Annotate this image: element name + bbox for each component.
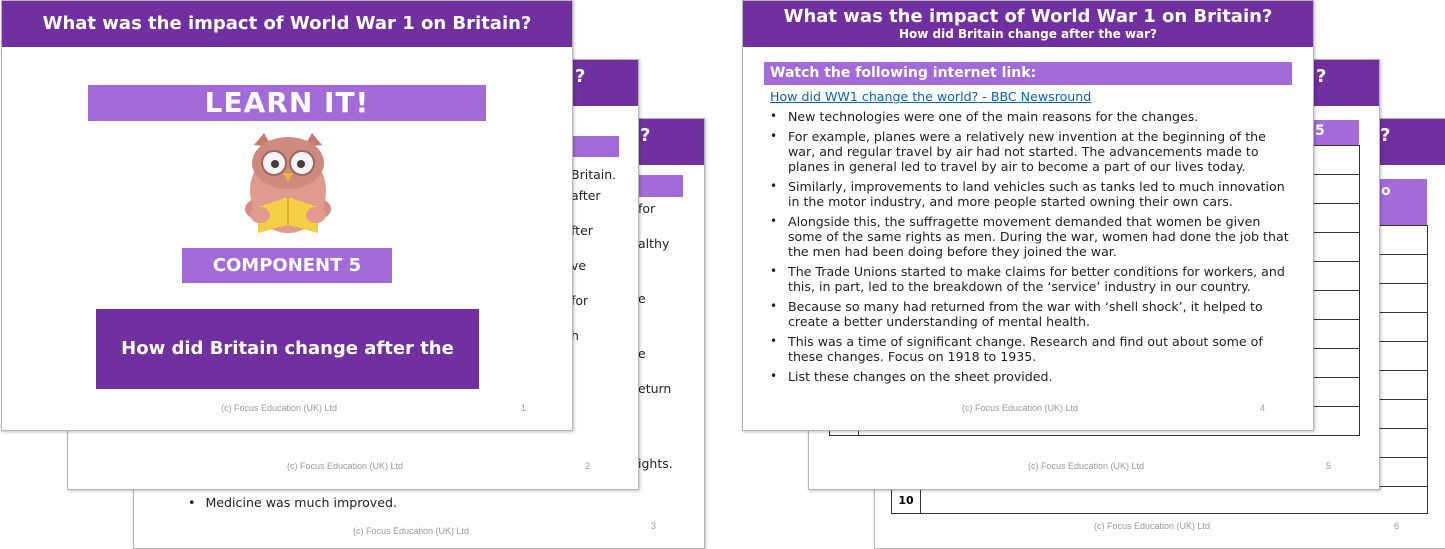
bbc-newsround-link[interactable]: How did WW1 change the world? - BBC News…	[770, 89, 1092, 104]
slide-2-footer: (c) Focus Education (UK) Ltd	[287, 461, 404, 471]
bullet-item: • For example, planes were a relatively n…	[766, 129, 1293, 174]
slide-4-section-heading-bar: Watch the following internet link:	[764, 62, 1292, 85]
bullet-text: List these changes on the sheet provided…	[788, 369, 1053, 384]
slide-3-text-fragment: althy	[638, 236, 670, 251]
bullet-dot: •	[770, 369, 778, 383]
component-badge: COMPONENT 5	[182, 248, 392, 283]
slide-6-table-header-fragment: o	[1381, 183, 1391, 199]
slide-4-footer: (c) Focus Education (UK) Ltd	[962, 403, 1079, 413]
slide-5-table-header-fragment: 5	[1315, 123, 1325, 139]
bullet-item: • Similarly, improvements to land vehicle…	[766, 179, 1293, 209]
slide-3-header-fragment: ?	[640, 125, 651, 146]
component-label: COMPONENT 5	[212, 255, 362, 276]
slide-2-text-fragment: after	[571, 188, 601, 203]
slide-3-footer: (c) Focus Education (UK) Ltd	[353, 526, 470, 536]
learn-it-label: LEARN IT!	[204, 86, 370, 119]
bullet-text: Because so many had returned from the wa…	[788, 299, 1263, 329]
slide-3-text-fragment: e	[638, 291, 646, 306]
bullet-dot: •	[770, 179, 778, 193]
bullet-item: • New technologies were one of the main r…	[766, 109, 1293, 124]
slide-6-row-label: 10	[891, 486, 921, 514]
bullet-text: This was a time of significant change. R…	[788, 334, 1263, 364]
bullet-dot: •	[770, 214, 778, 228]
slide-1[interactable]: What was the impact of World War 1 on Br…	[1, 0, 573, 431]
learn-it-banner: LEARN IT!	[88, 85, 486, 121]
slide-1-title: What was the impact of World War 1 on Br…	[42, 13, 532, 34]
slide-3-page-number: 3	[651, 521, 657, 531]
slide-3-text-fragment: for	[638, 201, 656, 216]
slide-2-text-fragment: fter	[571, 223, 593, 238]
slide-6-header-fragment: ?	[1380, 125, 1391, 146]
slide-1-page-number: 1	[521, 403, 527, 413]
bullet-item: • List these changes on the sheet provide…	[766, 369, 1293, 384]
slide-2-text-fragment: h	[571, 328, 579, 343]
slide-2-header-fragment: ?	[575, 66, 586, 87]
slide-2-text-fragment: for	[571, 293, 589, 308]
owl-reading-icon	[245, 133, 331, 233]
slide-2-page-number: 2	[585, 461, 591, 471]
slide-5-footer: (c) Focus Education (UK) Ltd	[1028, 461, 1145, 471]
bullet-dot: •	[770, 129, 778, 143]
slide-3-last-bullet-text: Medicine was much improved.	[205, 495, 398, 510]
bullet-text: Alongside this, the suffragette movement…	[788, 214, 1289, 259]
slide-4-section-heading: Watch the following internet link:	[770, 65, 1037, 81]
slide-6-page-number: 6	[1394, 521, 1400, 531]
slide-4-header: What was the impact of World War 1 on Br…	[743, 1, 1313, 47]
slide-5-page-number: 5	[1326, 461, 1332, 471]
bullet-text: The Trade Unions started to make claims …	[788, 264, 1285, 294]
slide-6-footer: (c) Focus Education (UK) Ltd	[1094, 521, 1211, 531]
slide-1-header: What was the impact of World War 1 on Br…	[2, 1, 572, 47]
question-box: How did Britain change after the war?	[96, 309, 479, 430]
question-text: How did Britain change after the war?	[121, 338, 454, 431]
bullet-item: • The Trade Unions started to make claims…	[766, 264, 1293, 294]
bullet-item: • This was a time of significant change. …	[766, 334, 1293, 364]
slide-4-title: What was the impact of World War 1 on Br…	[783, 6, 1273, 27]
slide-3-text-fragment: e	[638, 346, 646, 361]
bullet-dot: •	[188, 495, 196, 510]
slide-4-subtitle: How did Britain change after the war?	[898, 27, 1158, 41]
bullet-item: • Alongside this, the suffragette movemen…	[766, 214, 1293, 259]
slide-4-page-number: 4	[1260, 403, 1266, 413]
bullet-dot: •	[770, 109, 778, 123]
slide-2-text-fragment: ve	[571, 258, 587, 273]
bullet-dot: •	[770, 264, 778, 278]
bullet-item: • Because so many had returned from the w…	[766, 299, 1293, 329]
slide-4-bullet-list: • New technologies were one of the main r…	[766, 109, 1293, 389]
bullet-dot: •	[770, 334, 778, 348]
slide-5-header-fragment: ?	[1316, 66, 1327, 87]
slide-2-text-fragment: Britain.	[571, 167, 617, 182]
slide-3-last-bullet: • Medicine was much improved.	[188, 495, 397, 510]
slide-3-text-fragment: ights.	[638, 456, 673, 471]
bullet-text: For example, planes were a relatively ne…	[788, 129, 1266, 174]
slide-1-footer: (c) Focus Education (UK) Ltd	[221, 403, 338, 413]
bullet-dot: •	[770, 299, 778, 313]
bullet-text: New technologies were one of the main re…	[788, 109, 1199, 124]
slide-3-text-fragment: eturn	[638, 381, 672, 396]
bullet-text: Similarly, improvements to land vehicles…	[788, 179, 1285, 209]
slide-4[interactable]: What was the impact of World War 1 on Br…	[742, 0, 1314, 431]
